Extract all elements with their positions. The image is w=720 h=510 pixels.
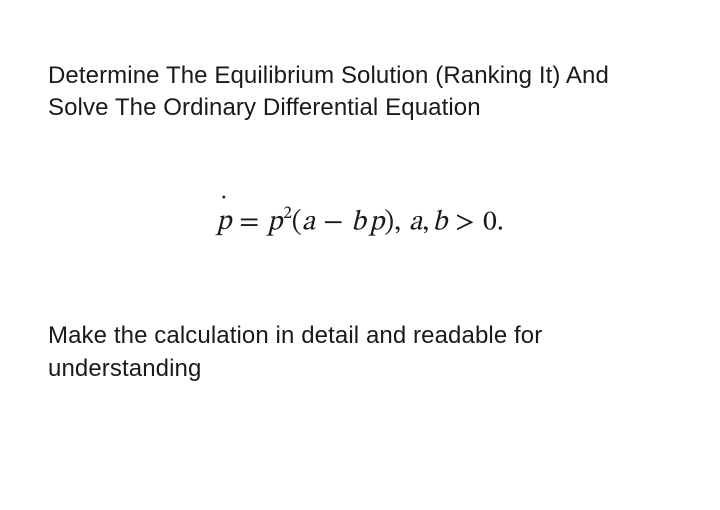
var-p-inner: p <box>369 208 384 236</box>
cond-b: b <box>433 208 448 236</box>
equation-block: p=p2(a−bp),a,b>0. <box>48 205 672 240</box>
lparen: ( <box>292 208 302 236</box>
equals-sign: = <box>239 208 259 236</box>
var-p-dot: p <box>216 205 231 240</box>
exponent-2: 2 <box>283 206 292 223</box>
period: . <box>497 208 504 236</box>
var-b: b <box>351 208 366 236</box>
var-p: p <box>267 208 282 236</box>
comma-1: , <box>394 208 401 236</box>
rparen: ) <box>384 208 394 236</box>
ode-equation: p=p2(a−bp),a,b>0. <box>216 205 503 240</box>
zero: 0 <box>483 208 497 236</box>
gt-sign: > <box>455 208 475 236</box>
problem-prompt: Determine The Equilibrium Solution (Rank… <box>48 60 672 125</box>
instruction-text: Make the calculation in detail and reada… <box>48 320 672 385</box>
comma-2: , <box>422 208 429 236</box>
minus-sign: − <box>323 208 343 236</box>
cond-a: a <box>409 208 422 236</box>
document-page: Determine The Equilibrium Solution (Rank… <box>0 0 720 510</box>
var-a: a <box>302 208 315 236</box>
